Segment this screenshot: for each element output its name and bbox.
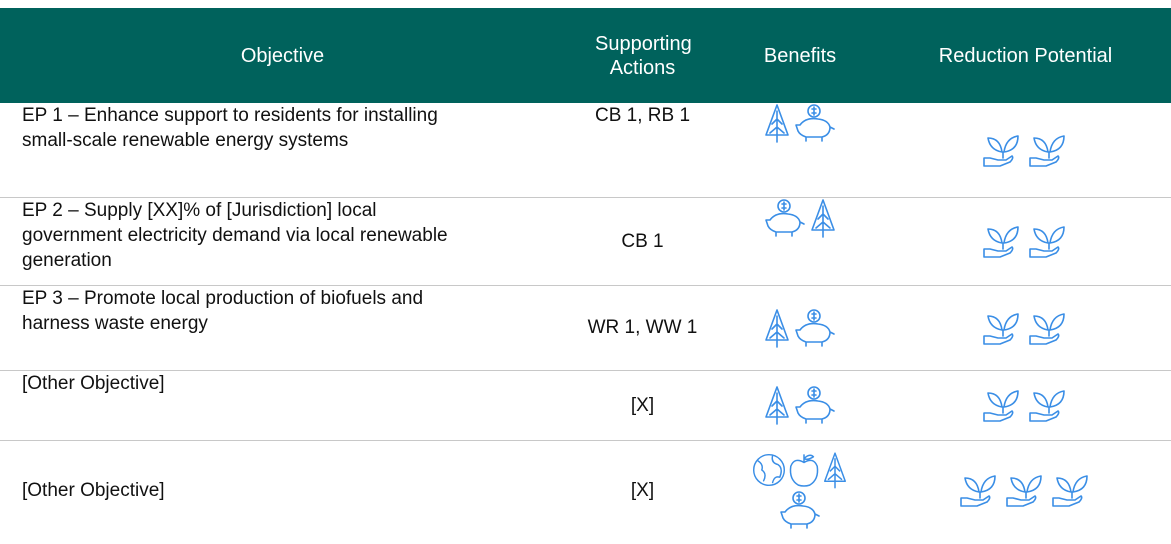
reduction (880, 370, 1171, 441)
plant-icon (980, 130, 1026, 170)
objective: [Other Objective] (0, 370, 565, 441)
pig-icon (792, 103, 838, 143)
benefits (720, 440, 880, 540)
row: EP 3 – Promote local production of biofu… (0, 285, 1171, 371)
actions: CB 1 (565, 197, 720, 286)
row: EP 1 – Enhance support to residents for … (0, 103, 1171, 198)
row: EP 2 – Supply [XX]% of [Jurisdiction] lo… (0, 197, 1171, 286)
plant-icon (1026, 221, 1072, 261)
benefits (720, 285, 880, 371)
benefits (720, 197, 880, 286)
tree-icon (762, 103, 792, 143)
reduction (880, 285, 1171, 371)
pig-icon (762, 198, 808, 238)
tree-icon (808, 198, 838, 238)
actions: [X] (565, 370, 720, 441)
tree-icon (762, 385, 792, 425)
plant-icon (1026, 308, 1072, 348)
actions: WR 1, WW 1 (565, 285, 720, 371)
reduction (880, 197, 1171, 286)
benefits (720, 370, 880, 441)
column-header: Reduction Potential (880, 8, 1171, 103)
plant-icon (1026, 385, 1072, 425)
plant-icon (1049, 470, 1095, 510)
reduction (880, 440, 1171, 540)
objectives-table: Objective Supporting Actions Benefits Re… (0, 8, 1171, 540)
reduction (880, 103, 1171, 198)
objective: EP 1 – Enhance support to residents for … (0, 103, 565, 198)
plant-icon (980, 221, 1026, 261)
globe-icon (751, 450, 787, 490)
row: [Other Objective] [X] (0, 370, 1171, 441)
pig-icon (792, 308, 838, 348)
column-header: Benefits (720, 8, 880, 103)
plant-icon (957, 470, 1003, 510)
row: [Other Objective] [X] (0, 440, 1171, 540)
tree-icon (821, 450, 849, 490)
objective: EP 2 – Supply [XX]% of [Jurisdiction] lo… (0, 197, 565, 286)
plant-icon (980, 385, 1026, 425)
column-header: Objective (0, 8, 565, 103)
column-header: Supporting Actions (565, 8, 720, 103)
apple-icon (787, 450, 821, 490)
objective: [Other Objective] (22, 479, 165, 501)
pig-icon (777, 490, 823, 530)
plant-icon (980, 308, 1026, 348)
header-row: Objective Supporting Actions Benefits Re… (0, 8, 1171, 103)
plant-icon (1026, 130, 1072, 170)
actions: [X] (630, 479, 655, 501)
plant-icon (1003, 470, 1049, 510)
pig-icon (792, 385, 838, 425)
actions: CB 1, RB 1 (565, 103, 720, 198)
benefits (720, 103, 880, 198)
objective: EP 3 – Promote local production of biofu… (0, 285, 565, 371)
tree-icon (762, 308, 792, 348)
